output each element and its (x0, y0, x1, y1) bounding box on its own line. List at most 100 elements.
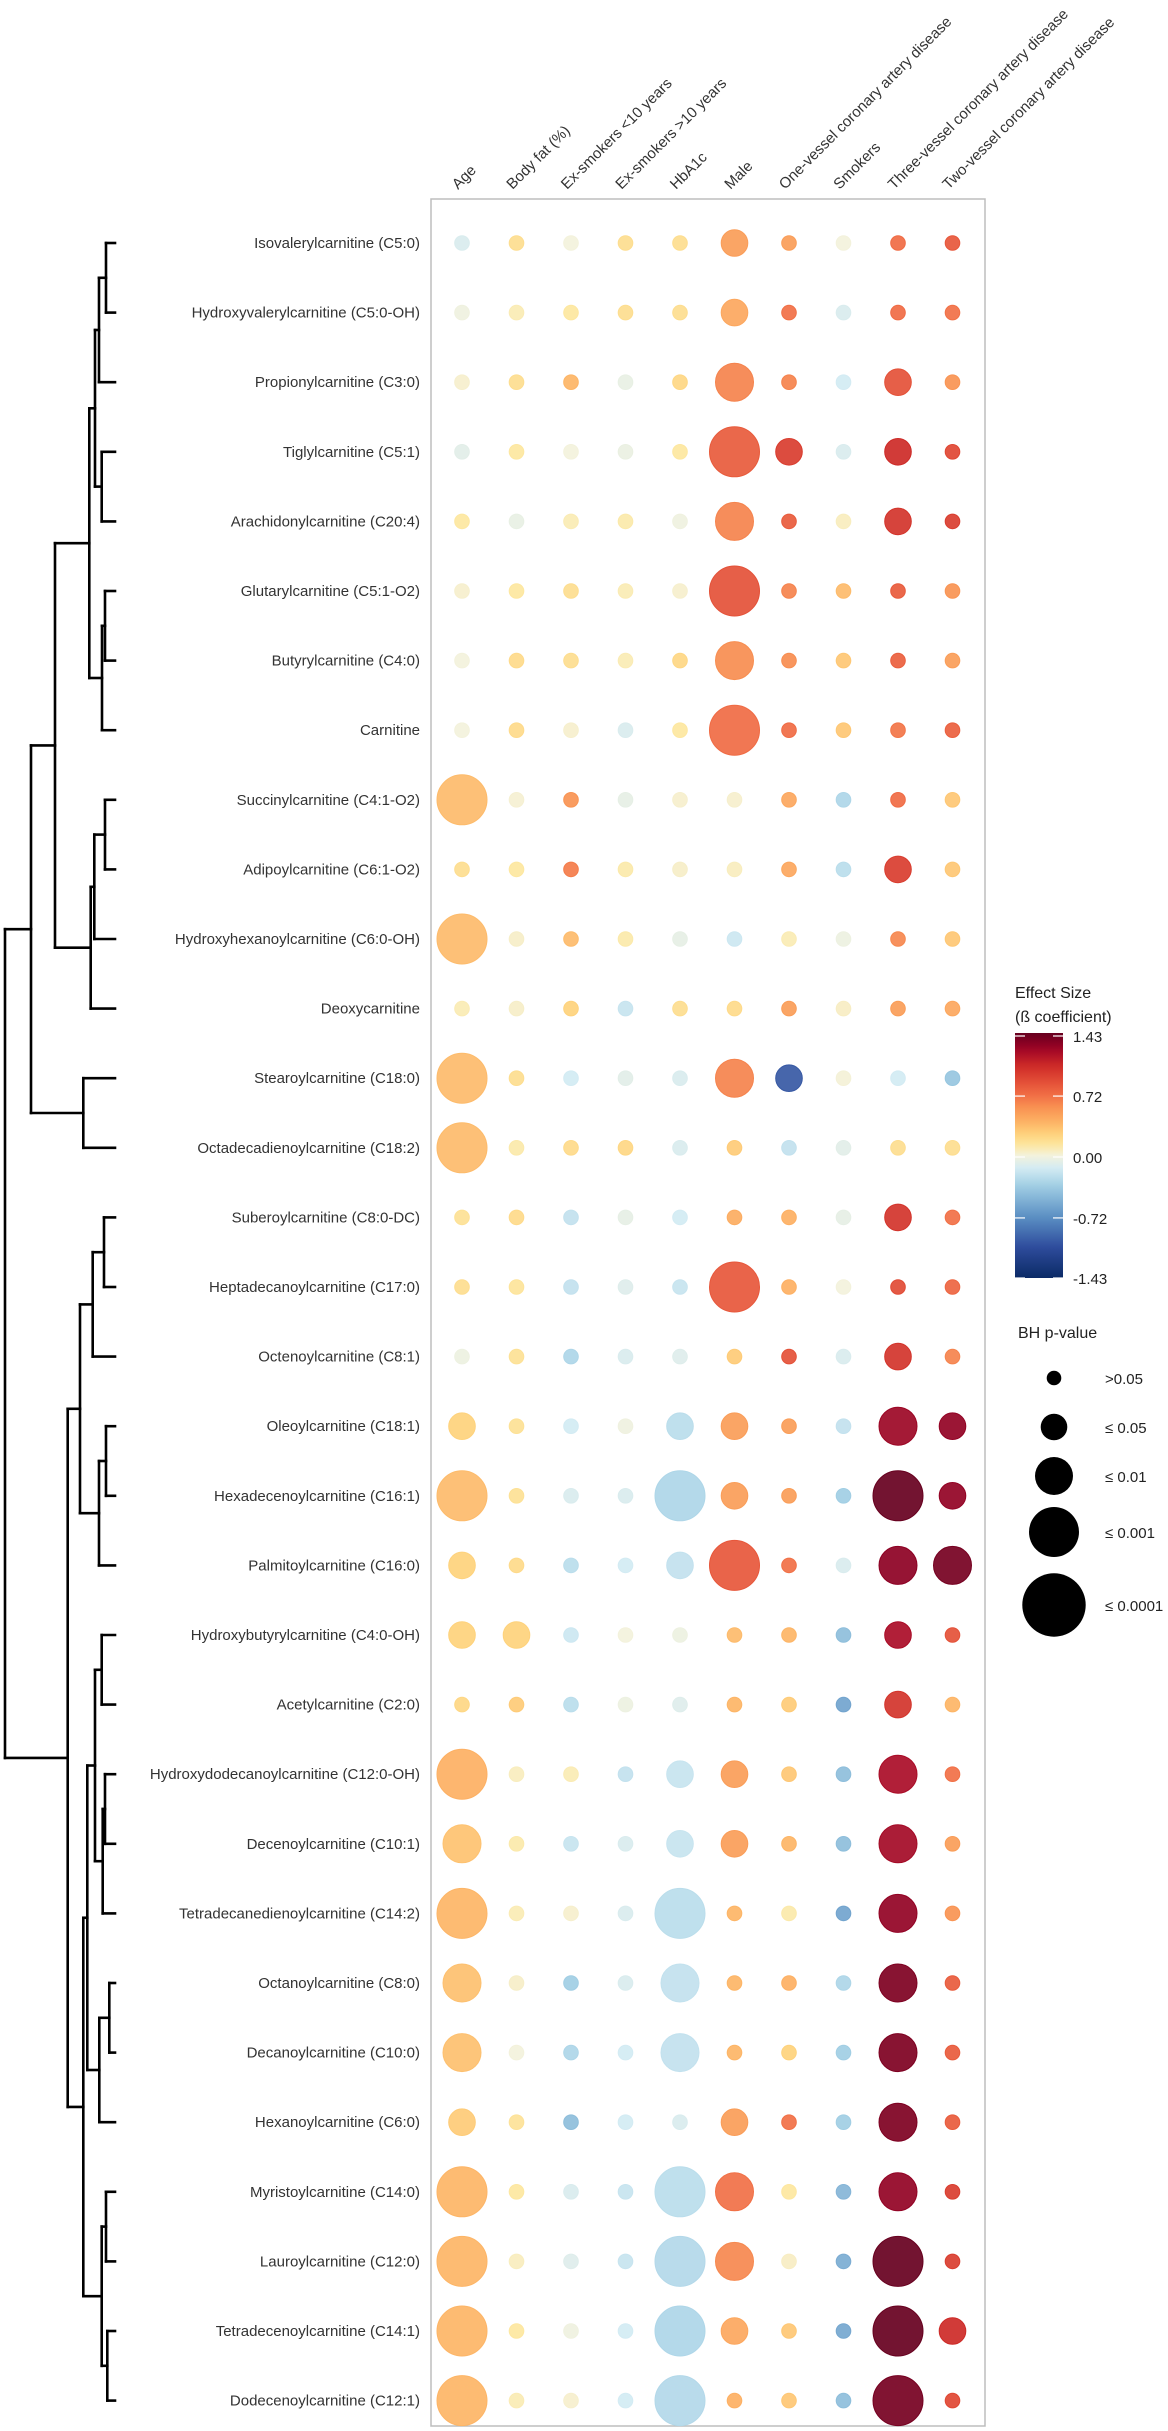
dot-mark (563, 1766, 579, 1782)
dot-mark (508, 1209, 525, 1226)
dot-mark (454, 1696, 470, 1713)
dot-mark (672, 792, 688, 808)
color-bar (1015, 1033, 1063, 1278)
dot-mark (944, 1766, 961, 1782)
dot-mark (781, 792, 797, 808)
dot-mark (720, 1412, 749, 1440)
dot-mark (781, 304, 797, 321)
column-label: Male (721, 158, 756, 193)
dot-mark (654, 1887, 706, 1939)
dot-mark (872, 2235, 924, 2287)
dot-mark (944, 931, 961, 947)
dot-mark (878, 2172, 918, 2212)
dot-mark (672, 652, 688, 669)
dot-mark (944, 1140, 961, 1156)
dot-mark (563, 2184, 579, 2200)
dot-mark (672, 1070, 688, 1086)
row-label: Lauroylcarnitine (C12:0) (260, 2253, 420, 2270)
dot-mark (508, 304, 525, 321)
dot-mark (617, 1279, 634, 1295)
dot-mark (709, 1539, 760, 1591)
dot-mark (454, 722, 470, 739)
dot-mark (720, 229, 749, 257)
dot-mark (436, 1052, 488, 1104)
dot-mark (835, 1836, 852, 1852)
dot-mark (835, 513, 852, 530)
row-label: Arachidonylcarnitine (C20:4) (231, 513, 420, 530)
dot-mark (563, 1140, 579, 1156)
row-label: Succinylcarnitine (C4:1-O2) (237, 792, 420, 809)
dot-mark (563, 1348, 579, 1365)
dot-mark (563, 2114, 579, 2130)
dot-mark (878, 1406, 918, 1446)
dot-mark (890, 235, 906, 251)
dot-mark (835, 1627, 852, 1643)
dot-mark (617, 304, 634, 321)
dot-mark (454, 1348, 470, 1365)
dot-mark (835, 2392, 852, 2409)
dot-mark (442, 1824, 482, 1864)
column-label: Smokers (830, 139, 884, 193)
dot-mark (617, 2044, 634, 2061)
dot-mark (563, 513, 579, 530)
dot-mark (617, 1696, 634, 1713)
dot-mark (938, 1482, 967, 1510)
dot-mark (508, 1000, 525, 1017)
dot-mark (448, 1621, 476, 1649)
dot-mark (835, 2253, 852, 2270)
dot-mark (890, 652, 906, 669)
dot-mark (454, 652, 470, 669)
dot-mark (436, 2166, 488, 2218)
dot-mark (654, 2235, 706, 2287)
dot-mark (563, 931, 579, 947)
dot-mark (890, 1279, 906, 1295)
dot-mark (709, 426, 760, 478)
dot-mark (944, 1905, 961, 1922)
dot-mark (672, 1279, 688, 1295)
row-label: Hydroxybutyrylcarnitine (C4:0-OH) (191, 1627, 420, 1644)
dot-mark (944, 1070, 961, 1086)
dot-mark (720, 2317, 749, 2345)
size-legend-key (1022, 1573, 1086, 1637)
dot-mark (508, 1070, 525, 1086)
dot-mark (508, 2184, 525, 2200)
dot-mark (508, 2392, 525, 2409)
dot-mark (944, 1836, 961, 1852)
dot-mark (884, 368, 912, 397)
dot-mark (672, 1209, 688, 1226)
row-label: Hydroxydodecanoylcarnitine (C12:0-OH) (150, 1766, 420, 1783)
size-legend-key (1029, 1507, 1079, 1557)
dot-mark (781, 583, 797, 599)
dot-mark (563, 1418, 579, 1434)
dot-mark (835, 444, 852, 460)
dot-mark (563, 1836, 579, 1852)
row-label: Heptadecanoylcarnitine (C17:0) (209, 1279, 420, 1296)
dot-mark (726, 1905, 743, 1922)
dot-mark (878, 1963, 918, 2003)
dot-mark (672, 444, 688, 460)
dot-mark (781, 861, 797, 878)
dot-mark (442, 1963, 482, 2003)
dot-mark (617, 1905, 634, 1922)
dot-mark (835, 1348, 852, 1365)
dot-mark (508, 583, 525, 599)
row-label: Hexadecenoylcarnitine (C16:1) (214, 1488, 420, 1505)
dot-mark (781, 2044, 797, 2061)
dot-mark (944, 444, 961, 460)
dot-mark (436, 1122, 488, 1174)
dot-mark (835, 931, 852, 947)
dot-mark (944, 513, 961, 530)
dot-mark (781, 1488, 797, 1504)
row-label: Octenoylcarnitine (C8:1) (258, 1349, 420, 1366)
dot-mark (448, 1551, 476, 1580)
dot-mark (436, 774, 488, 826)
row-label: Suberoylcarnitine (C8:0-DC) (232, 1209, 420, 1226)
dot-mark (617, 1488, 634, 1504)
dot-mark (436, 2235, 488, 2287)
dot-mark (617, 1209, 634, 1226)
dot-mark (944, 1696, 961, 1713)
row-label: Isovalerylcarnitine (C5:0) (254, 235, 420, 252)
dot-mark (508, 1905, 525, 1922)
row-label: Hexanoylcarnitine (C6:0) (255, 2114, 420, 2131)
dot-mark (563, 1000, 579, 1017)
